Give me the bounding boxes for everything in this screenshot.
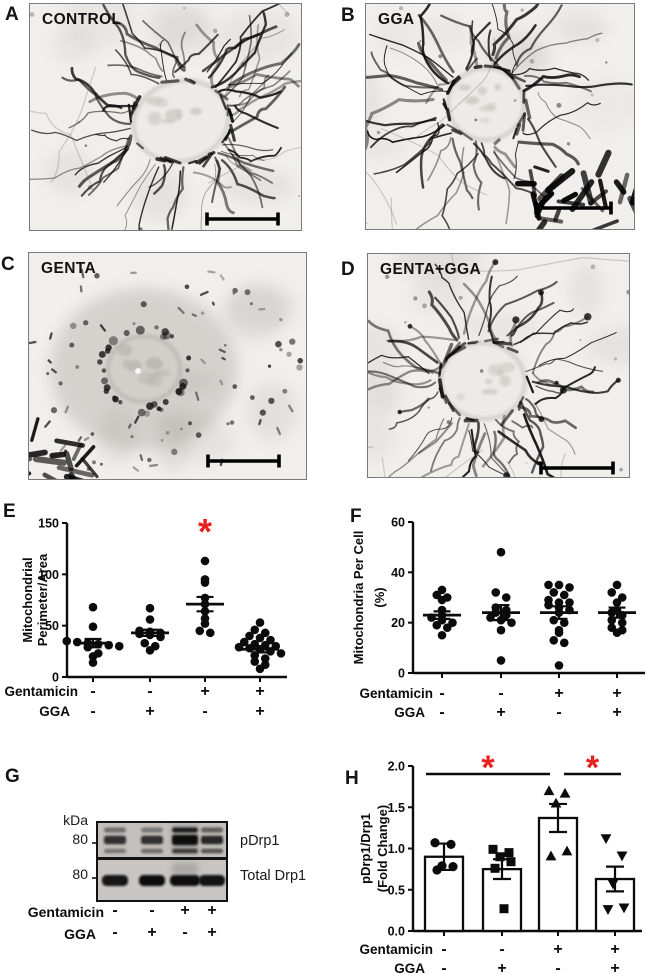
svg-text:20: 20 [391,616,405,630]
svg-text:(Fold Change): (Fold Change) [375,805,390,892]
svg-text:*: * [198,511,212,552]
svg-text:-: - [439,704,444,721]
svg-text:+: + [496,704,505,721]
panel-h-letter: H [345,768,359,789]
micrograph-gga: GGA [365,3,635,230]
blot-gentamicin-lane1-sign: - [112,902,118,919]
western-blot-image [92,821,228,902]
svg-text:0.5: 0.5 [388,883,405,897]
svg-text:-: - [441,960,446,975]
svg-text:50: 50 [45,619,59,633]
blot-gga-lane2-sign: + [147,924,157,941]
svg-text:-: - [555,960,560,975]
svg-text:+: + [612,704,621,721]
svg-text:+: + [200,683,209,700]
blot-marker-80-bottom: 80 [72,866,88,882]
panel-f-letter: F [350,506,362,527]
svg-text:+: + [554,685,563,702]
svg-text:Mitochondrial: Mitochondrial [20,557,35,642]
blot-gentamicin-lane4-sign: + [207,902,217,919]
svg-text:-: - [556,704,561,721]
svg-text:1.0: 1.0 [388,842,405,856]
panel-g-letter: G [5,766,20,787]
blot-total-drp1-label: Total Drp1 [240,868,307,884]
micrograph-control: CONTROL [29,3,302,231]
micrograph-genta-gga: GENTA+GGA [367,253,630,478]
blot-pdrp1-label: pDrp1 [240,833,280,849]
svg-text:40: 40 [391,566,405,580]
svg-text:Mitochondria Per Cell: Mitochondria Per Cell [351,531,366,665]
micrograph-gga-image [366,4,634,229]
svg-text:150: 150 [38,517,59,531]
svg-text:*: * [586,749,600,787]
svg-text:1.5: 1.5 [388,801,405,815]
svg-text:2.0: 2.0 [388,760,405,774]
scatter-chart-mitochondria-per-cell: 0 20 40 60 Mitochondria Per Cell (%) Gentamici… [351,516,645,721]
micrograph-genta-gga-title: GENTA+GGA [380,261,482,278]
blot-kda-label: kDa [63,812,88,828]
svg-text:GGA: GGA [39,704,70,719]
blot-gga-lane4-sign: + [207,924,217,941]
scatter-chart-mitochondrial-perimeter-area: 0 50 100 150 Mitochondrial Perimeter/Area Gent… [4,511,287,720]
svg-text:-: - [147,683,152,700]
svg-text:Perimeter/Area: Perimeter/Area [35,553,50,646]
micrograph-genta-title: GENTA [41,260,97,277]
svg-text:Gentamicin: Gentamicin [359,686,433,701]
bar-chart-pdrp1-drp1: 0.0 0.5 1.0 1.5 2.0 pDrp1/Drp1 (Fold Change) Ge… [358,749,642,975]
blot-gga-lane3-sign: - [182,924,188,941]
svg-text:GGA: GGA [394,961,425,975]
panel-a-letter: A [5,4,19,25]
svg-text:0.0: 0.0 [388,925,405,939]
micrograph-genta: GENTA [28,252,307,480]
svg-text:pDrp1/Drp1: pDrp1/Drp1 [358,813,373,884]
micrograph-gga-title: GGA [378,11,415,28]
svg-text:+: + [255,703,264,720]
svg-text:60: 60 [391,516,405,530]
blot-gga-lane1-sign: - [112,924,118,941]
svg-text:GGA: GGA [394,705,425,720]
svg-text:0: 0 [52,671,59,685]
panel-c-letter: C [1,254,15,275]
svg-text:Gentamicin: Gentamicin [4,684,78,699]
svg-text:(%): (%) [372,587,387,607]
panel-e-letter: E [3,501,16,522]
micrograph-genta-image [29,253,306,479]
svg-text:+: + [497,960,506,975]
svg-text:-: - [499,941,504,958]
svg-text:+: + [612,685,621,702]
micrograph-genta-gga-image [368,254,629,477]
svg-text:Gentamicin: Gentamicin [359,942,433,957]
svg-text:-: - [439,685,444,702]
panel-d-letter: D [341,259,355,280]
svg-text:100: 100 [38,568,59,582]
svg-text:0: 0 [398,667,405,681]
micrograph-control-title: CONTROL [42,11,122,28]
blot-gentamicin-lane2-sign: - [149,902,155,919]
svg-text:-: - [441,941,446,958]
svg-text:+: + [255,683,264,700]
svg-text:+: + [610,941,619,958]
blot-gentamicin-lane3-sign: + [180,902,190,919]
svg-text:-: - [90,703,95,720]
blot-marker-80-top: 80 [72,831,88,847]
blot-gga-row-label: GGA [64,926,96,942]
micrograph-control-image [30,4,301,230]
svg-text:+: + [610,960,619,975]
svg-text:-: - [498,685,503,702]
svg-text:-: - [202,703,207,720]
svg-text:+: + [553,941,562,958]
svg-text:+: + [145,703,154,720]
panel-b-letter: B [341,5,355,26]
svg-text:*: * [481,749,495,787]
svg-text:-: - [90,683,95,700]
blot-gentamicin-row-label: Gentamicin [27,904,104,920]
